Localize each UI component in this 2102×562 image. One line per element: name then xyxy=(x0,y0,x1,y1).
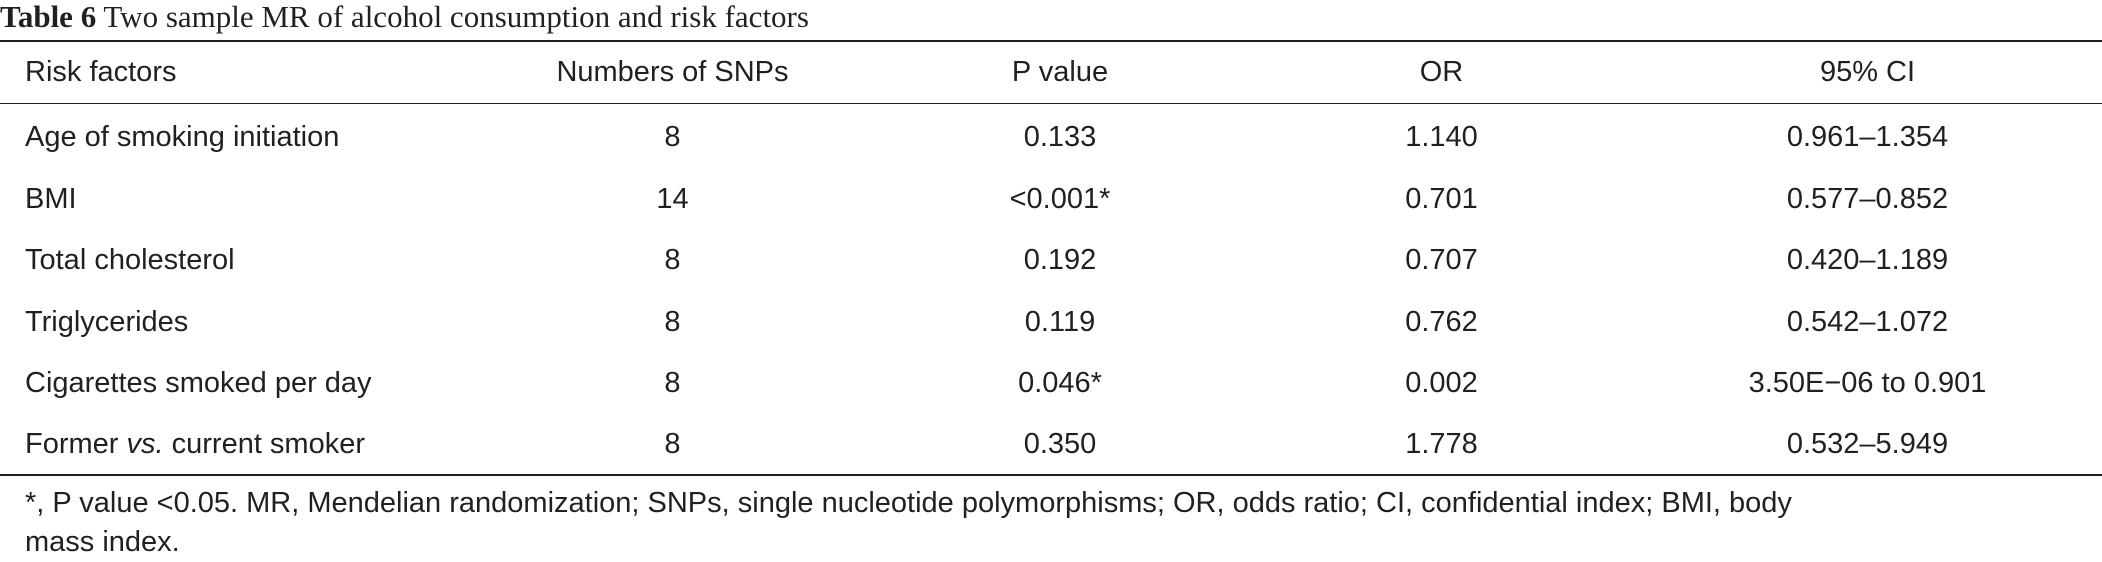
header-numbers-of-snps: Numbers of SNPs xyxy=(556,56,789,88)
header-or: OR xyxy=(1419,56,1464,88)
footnote-line: *, P value <0.05. MR, Mendelian randomiz… xyxy=(25,487,1792,519)
p-value-cell: 0.192 xyxy=(1023,244,1097,277)
ci-cell: 0.961–1.354 xyxy=(1786,120,1949,153)
table-row: Cigarettes smoked per day 8 0.046* 0.002… xyxy=(0,353,2102,414)
risk-factor-cell: Triglycerides xyxy=(0,292,475,353)
table-row: Total cholesterol 8 0.192 0.707 0.420–1.… xyxy=(0,230,2102,291)
risk-factor-cell: Total cholesterol xyxy=(0,230,475,291)
snps-cell: 14 xyxy=(656,183,689,216)
ci-cell: 0.542–1.072 xyxy=(1786,305,1949,338)
risk-factor-italic-text: vs. xyxy=(126,428,164,461)
table-label: Table 6 xyxy=(0,0,97,34)
p-value-cell: <0.001* xyxy=(1009,183,1111,216)
risk-factor-text: Total cholesterol xyxy=(25,244,235,277)
risk-factor-cell: Former vs. current smoker xyxy=(0,414,475,475)
results-table: Risk factors Numbers of SNPs P value OR … xyxy=(0,42,2102,475)
risk-factor-text: Age of smoking initiation xyxy=(25,120,340,153)
or-cell: 0.707 xyxy=(1405,244,1478,277)
table-row: Age of smoking initiation 8 0.133 1.140 … xyxy=(0,103,2102,169)
or-cell: 0.762 xyxy=(1405,305,1478,338)
risk-factor-cell: BMI xyxy=(0,169,475,230)
ci-cell: 0.532–5.949 xyxy=(1786,428,1949,461)
bottom-rule xyxy=(0,474,2102,476)
or-cell: 1.778 xyxy=(1405,428,1478,461)
p-value-cell: 0.133 xyxy=(1023,120,1097,153)
or-cell: 1.140 xyxy=(1405,120,1478,153)
top-rule xyxy=(0,40,2102,42)
p-value-cell: 0.046* xyxy=(1018,367,1102,400)
risk-factor-cell: Age of smoking initiation xyxy=(0,103,475,169)
p-value-cell: 0.350 xyxy=(1023,428,1097,461)
snps-cell: 8 xyxy=(664,428,681,461)
table-row: Former vs. current smoker 8 0.350 1.778 … xyxy=(0,414,2102,475)
or-cell: 0.002 xyxy=(1405,367,1478,400)
risk-factor-text: current smoker xyxy=(163,428,366,461)
header-row: Risk factors Numbers of SNPs P value OR … xyxy=(0,42,2102,103)
header-risk-factors: Risk factors xyxy=(25,56,177,88)
table-caption: Table 6 Two sample MR of alcohol consump… xyxy=(0,0,809,40)
header-p-value: P value xyxy=(1011,56,1109,88)
ci-cell: 0.420–1.189 xyxy=(1786,244,1949,277)
header-rule xyxy=(0,103,2102,104)
table-footnote: *, P value <0.05. MR, Mendelian randomiz… xyxy=(25,484,2095,562)
snps-cell: 8 xyxy=(664,120,681,153)
ci-cell: 3.50E−06 to 0.901 xyxy=(1748,367,1987,400)
risk-factor-text: Former xyxy=(25,428,127,461)
p-value-cell: 0.119 xyxy=(1024,305,1096,338)
snps-cell: 8 xyxy=(664,244,681,277)
risk-factor-cell: Cigarettes smoked per day xyxy=(0,353,475,414)
risk-factor-text: Triglycerides xyxy=(25,305,189,338)
snps-cell: 8 xyxy=(664,305,681,338)
table-row: Triglycerides 8 0.119 0.762 0.542–1.072 xyxy=(0,292,2102,353)
snps-cell: 8 xyxy=(664,367,681,400)
or-cell: 0.701 xyxy=(1405,183,1478,216)
footnote-line: mass index. xyxy=(25,526,180,558)
ci-cell: 0.577–0.852 xyxy=(1786,183,1949,216)
table-row: BMI 14 <0.001* 0.701 0.577–0.852 xyxy=(0,169,2102,230)
risk-factor-text: BMI xyxy=(25,183,77,216)
table-title: Two sample MR of alcohol consumption and… xyxy=(103,0,809,34)
risk-factor-text: Cigarettes smoked per day xyxy=(25,367,372,400)
header-95-ci: 95% CI xyxy=(1819,56,1916,88)
